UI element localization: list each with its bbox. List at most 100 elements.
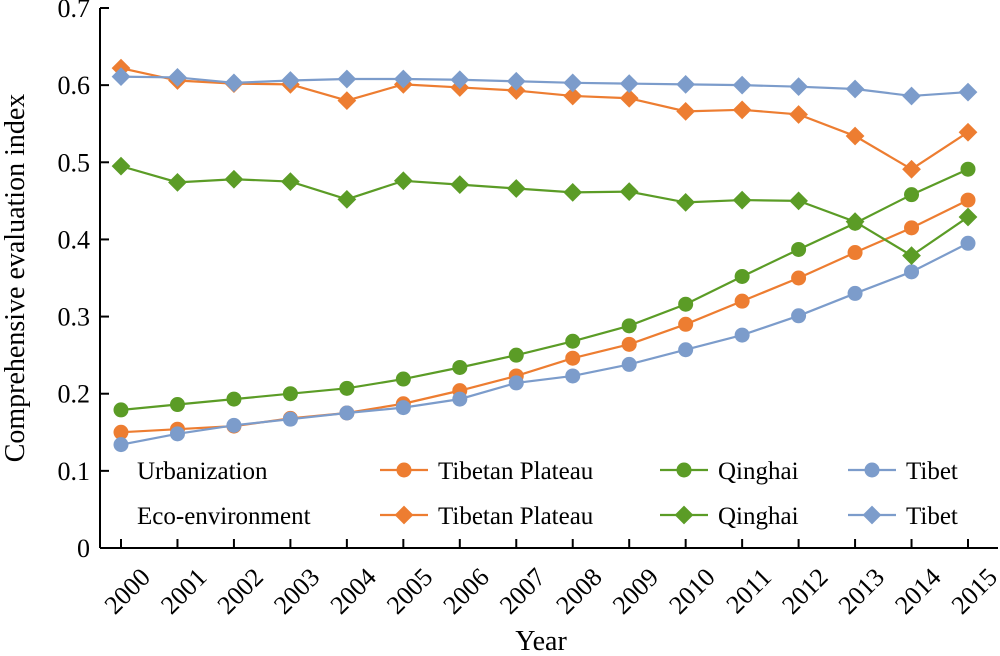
data-point <box>506 71 526 91</box>
data-point <box>452 391 468 407</box>
data-point <box>902 159 921 179</box>
x-tick-label: 2014 <box>889 562 946 619</box>
x-tick-label: 2002 <box>212 562 269 619</box>
data-point <box>113 437 129 453</box>
x-tick-label: 2013 <box>833 562 890 619</box>
x-tick-label: 2000 <box>99 562 156 619</box>
data-point <box>111 67 131 87</box>
data-point <box>789 191 808 211</box>
x-tick-label: 2006 <box>437 562 494 619</box>
data-point <box>789 105 808 124</box>
x-tick-label: 2004 <box>325 562 382 619</box>
data-point <box>563 73 583 93</box>
data-point <box>621 356 637 372</box>
x-tick-label: 2009 <box>607 562 664 619</box>
data-point <box>845 79 865 99</box>
data-point <box>113 424 129 440</box>
x-ticks: 2000 2001 2002 2003 2004 2005 2006 2007 2008 2009… <box>99 539 1000 620</box>
x-tick-label: 2015 <box>946 562 1000 619</box>
data-point <box>791 241 807 257</box>
data-point <box>619 88 639 108</box>
data-point <box>282 386 298 402</box>
data-point <box>791 308 807 324</box>
data-point <box>904 220 920 236</box>
data-point <box>168 68 187 87</box>
series-line <box>120 67 969 171</box>
data-point <box>678 316 694 332</box>
legend-entry-label: Tibet <box>906 503 958 530</box>
data-point <box>563 182 583 202</box>
data-point <box>958 122 978 142</box>
legend-group-label: Urbanization <box>137 458 268 485</box>
data-point <box>732 190 752 210</box>
data-point <box>678 342 694 358</box>
data-point <box>337 91 357 110</box>
series-urbanization-tibet <box>113 235 976 453</box>
data-point <box>621 336 637 352</box>
series-urbanization-qinghai <box>113 161 976 418</box>
series-eco-environment-qinghai <box>111 156 978 266</box>
series-eco-environment-tibetan-plateau <box>111 58 978 179</box>
x-tick-label: 2001 <box>155 562 212 619</box>
data-point <box>732 100 752 120</box>
data-point <box>452 359 468 375</box>
data-point <box>226 417 242 433</box>
data-point <box>169 426 185 442</box>
data-point <box>678 296 694 312</box>
x-tick-label: 2012 <box>776 562 833 619</box>
x-tick-label: 2007 <box>494 562 551 619</box>
data-point <box>508 375 524 391</box>
data-point <box>845 126 865 146</box>
data-point <box>732 75 752 95</box>
data-point <box>789 77 808 97</box>
data-point <box>565 368 581 384</box>
series-line <box>120 168 969 412</box>
data-point <box>508 347 524 363</box>
x-tick-label: 2005 <box>381 562 438 619</box>
legend-swatch-marker <box>394 505 414 525</box>
data-point <box>619 74 639 93</box>
series-line <box>120 165 969 257</box>
series-eco-environment-tibet <box>111 67 978 106</box>
y-tick-label: 0.4 <box>58 225 91 254</box>
axes <box>99 8 998 549</box>
data-point <box>734 293 750 309</box>
data-point <box>168 172 187 192</box>
data-point <box>619 182 639 201</box>
data-point <box>339 405 355 421</box>
data-point <box>904 187 920 203</box>
data-point <box>506 179 526 198</box>
x-tick-label: 2008 <box>550 562 607 619</box>
y-tick-label: 0 <box>77 534 90 563</box>
legend-entry-label: Tibet <box>906 458 958 485</box>
data-point <box>902 246 921 266</box>
data-point <box>563 86 583 106</box>
data-point <box>958 207 978 227</box>
data-point <box>169 397 185 413</box>
data-point <box>847 285 863 301</box>
legend-swatch-marker <box>864 462 880 478</box>
legend-entry-label: Qinghai <box>718 503 799 530</box>
y-tick-label: 0.2 <box>58 380 91 409</box>
data-point <box>339 380 355 396</box>
data-point <box>960 192 976 208</box>
y-axis-title: Comprehensive evaluation index <box>0 94 31 463</box>
legend-swatch-marker <box>862 505 882 525</box>
data-point <box>904 264 920 280</box>
data-point <box>565 333 581 349</box>
data-point <box>281 172 300 191</box>
data-point <box>734 268 750 284</box>
series-layer <box>111 58 978 453</box>
data-point <box>111 156 131 176</box>
data-point <box>395 400 411 416</box>
data-point <box>565 350 581 366</box>
data-point <box>281 71 300 90</box>
data-point <box>902 86 921 106</box>
legend: Urbanization Tibetan Plateau Qinghai Tibet E… <box>137 458 958 530</box>
data-point <box>337 189 357 209</box>
legend-entry-label: Tibetan Plateau <box>438 503 594 530</box>
data-point <box>224 73 244 93</box>
y-tick-label: 0.5 <box>58 148 91 177</box>
y-tick-label: 0.6 <box>58 71 91 100</box>
